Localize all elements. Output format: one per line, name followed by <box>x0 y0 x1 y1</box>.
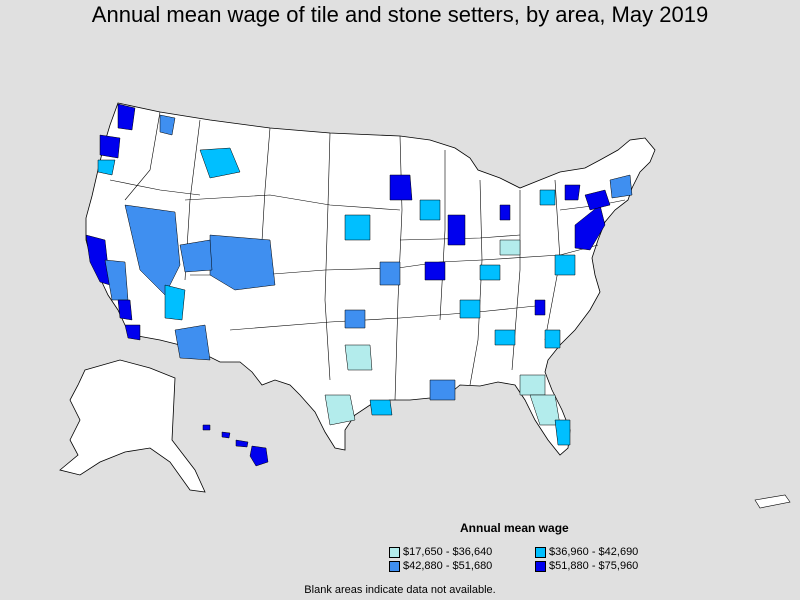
legend-swatch <box>535 560 546 572</box>
legend-label: $51,880 - $75,960 <box>549 560 639 572</box>
puerto-rico <box>754 494 791 509</box>
legend-item: $17,650 - $36,640 <box>389 546 492 558</box>
legend-item: $36,960 - $42,690 <box>535 546 638 558</box>
map-title: Annual mean wage of tile and stone sette… <box>91 2 709 27</box>
legend-item: $42,880 - $51,680 <box>389 560 492 572</box>
legend-swatch <box>389 546 400 558</box>
legend-swatch <box>535 546 546 558</box>
footnote: Blank areas indicate data not available. <box>304 584 496 596</box>
hawaii <box>202 424 269 467</box>
legend-title: Annual mean wage <box>460 521 569 535</box>
wage-areas <box>85 103 633 446</box>
legend-label: $36,960 - $42,690 <box>549 546 639 558</box>
legend-swatch <box>389 560 400 572</box>
legend-label: $42,880 - $51,680 <box>403 560 493 572</box>
legend-label: $17,650 - $36,640 <box>403 546 493 558</box>
legend-item: $51,880 - $75,960 <box>535 560 638 572</box>
alaska <box>59 359 206 493</box>
contiguous-us <box>85 102 656 456</box>
